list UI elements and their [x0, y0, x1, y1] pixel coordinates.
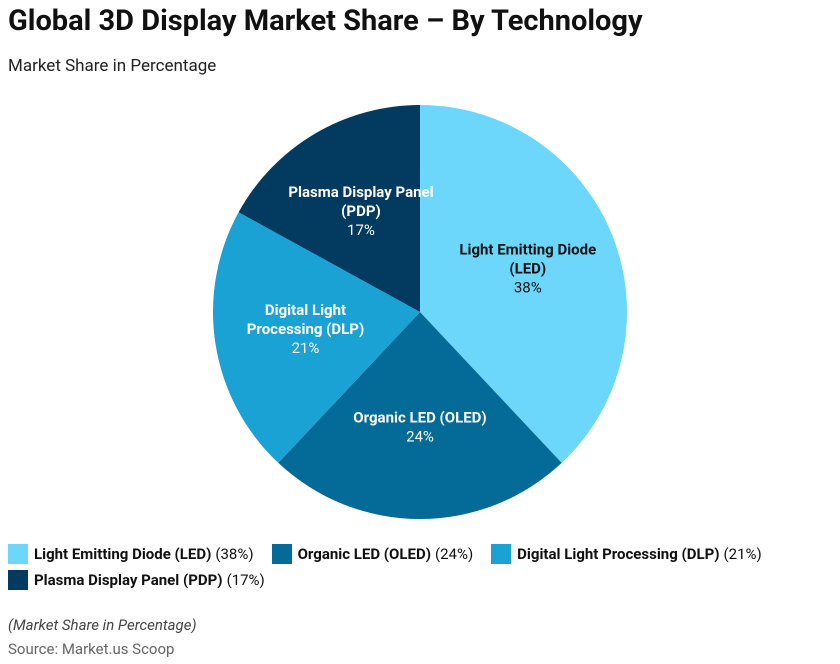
chart-title: Global 3D Display Market Share – By Tech…: [8, 4, 643, 38]
legend-swatch: [491, 544, 512, 564]
legend-value: (38%): [215, 545, 254, 563]
legend-label: Plasma Display Panel (PDP): [34, 571, 223, 589]
slice-value-label: 21%: [292, 339, 320, 357]
legend-label: Light Emitting Diode (LED): [34, 545, 212, 563]
legend-swatch: [8, 570, 28, 590]
legend-label: Digital Light Processing (DLP): [517, 545, 720, 563]
slice-value-label: 17%: [347, 221, 375, 239]
legend: Light Emitting Diode (LED) (38%) Organic L…: [8, 544, 838, 590]
legend-entry: Organic LED (OLED) (24%): [271, 544, 474, 564]
chart: Light Emitting Diode (LED)38% Organic LED …: [213, 105, 628, 519]
pie-slice: [420, 105, 628, 463]
legend-value: (21%): [723, 545, 762, 563]
slice-label: Plasma Display Panel (PDP): [288, 183, 433, 220]
slice-label: Digital Light Processing (DLP): [247, 301, 364, 338]
legend-value: (24%): [434, 545, 474, 563]
legend-label: Organic LED (OLED): [297, 545, 431, 563]
legend-swatch: [271, 544, 292, 564]
legend-value: (17%): [226, 571, 265, 589]
slice-label: Organic LED (OLED): [353, 408, 486, 426]
slice-label: Light Emitting Diode (LED): [459, 240, 596, 277]
note: (Market Share in Percentage): [8, 616, 197, 634]
slice-value-label: 24%: [406, 427, 434, 445]
source: Source: Market.us Scoop: [8, 640, 175, 658]
legend-entry: Digital Light Processing (DLP) (21%): [491, 544, 762, 564]
legend-entry: Light Emitting Diode (LED) (38%): [8, 544, 254, 564]
pie-slice: [213, 212, 420, 463]
pie-slice: [278, 312, 562, 519]
legend-swatch: [8, 544, 28, 564]
legend-entry: Plasma Display Panel (PDP) (17%): [8, 570, 265, 590]
pie-slice: [238, 105, 420, 312]
chart-subtitle: Market Share in Percentage: [8, 56, 217, 76]
slice-value-label: 38%: [514, 278, 542, 296]
